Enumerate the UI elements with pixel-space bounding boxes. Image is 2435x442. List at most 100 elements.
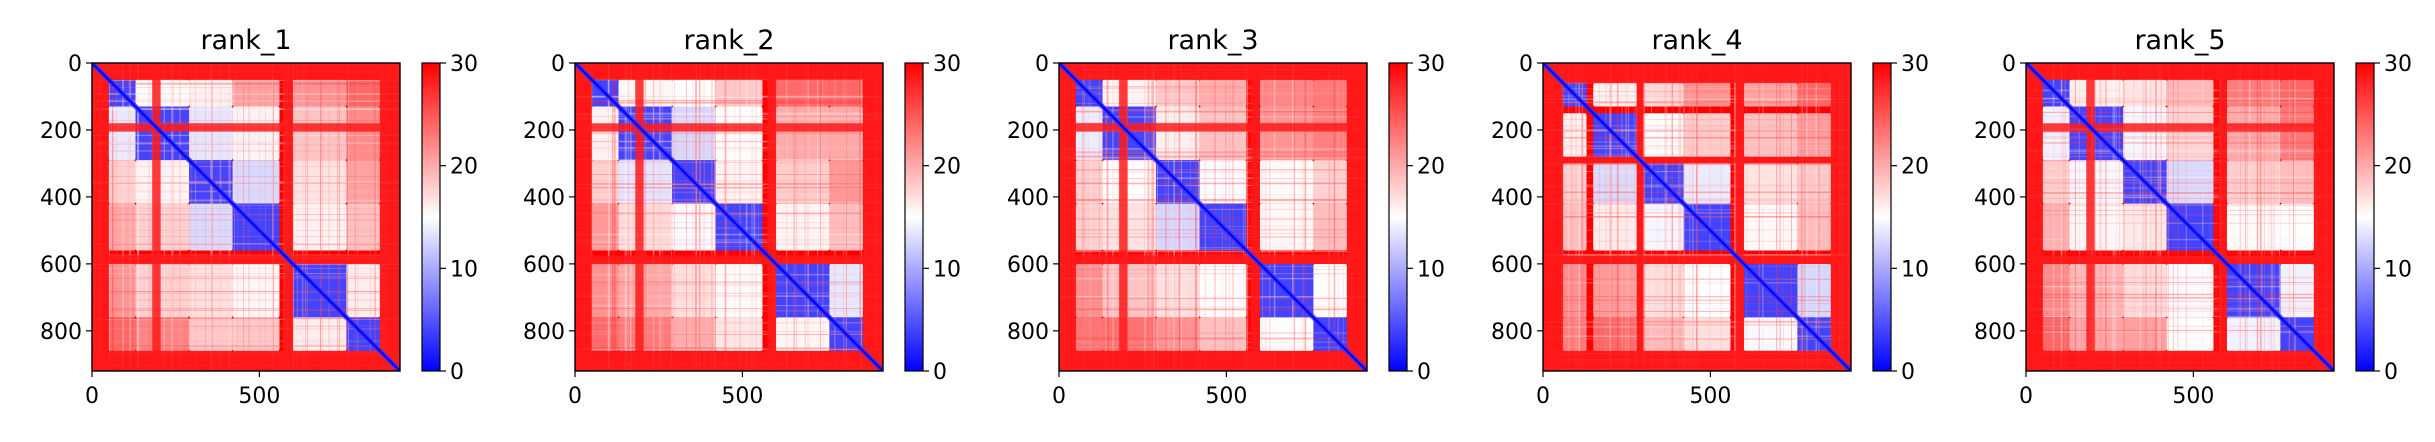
heatmap-high-row-band [1059,63,1367,80]
y-tick-label: 200 [40,119,82,144]
heatmap-high-row-band [92,123,400,131]
heatmap-row-stripe [1059,177,1367,179]
heatmap-col-stripe [1269,63,1270,371]
heatmap-col-stripe [2160,63,2161,371]
heatmap-col-stripe [739,63,740,371]
y-tick-label: 400 [1007,186,1049,211]
heatmap-col-stripe [2150,63,2151,371]
heatmap-high-col-band [1119,63,1127,371]
heatmap-row-stripe [575,241,883,242]
heatmap-row-stripe [2026,183,2334,184]
heatmap-block [672,204,716,251]
heatmap-block [1684,264,1731,318]
heatmap-row-stripe [92,162,400,163]
heatmap-col-stripe [1181,63,1182,371]
heatmap-col-stripe [823,63,824,371]
heatmap-col-stripe [608,63,609,371]
colorbar-tick-label: 0 [1901,360,1915,385]
colorbar-tick-label: 30 [2384,52,2412,77]
heatmap-block [1200,160,1247,204]
heatmap-col-stripe [2079,63,2080,371]
colorbar [905,63,923,371]
heatmap-col-stripe [1622,63,1623,371]
heatmap-high-col-band [1059,63,1076,371]
heatmap-col-stripe [1262,63,1263,371]
heatmap-row-stripe [575,118,883,119]
heatmap-row-stripe [1059,194,1367,195]
heatmap-col-stripe [2079,63,2080,371]
heatmap-row-stripe [575,234,883,236]
heatmap-high-row-band [1543,256,1851,264]
heatmap-col-stripe [2216,63,2217,371]
heatmap-block [1200,317,1247,350]
heatmap-col-stripe [1225,63,1226,371]
heatmap-col-stripe [1243,63,1244,371]
heatmap-row-stripe [575,96,883,97]
heatmap-row-stripe [2026,277,2334,279]
heatmap-row-stripe [575,150,883,151]
heatmap-image [2026,63,2334,371]
heatmap-high-col-band [1347,63,1367,371]
heatmap-row-stripe [2026,156,2334,157]
heatmap-row-stripe [2026,309,2334,310]
heatmap-row-stripe [575,200,883,201]
heatmap-block [1313,80,1346,107]
heatmap-col-stripe [1088,63,1089,371]
heatmap-col-stripe [2279,63,2280,371]
heatmap-row-stripe [1059,233,1367,234]
x-tick-label: 0 [1536,384,1550,409]
heatmap-col-stripe [1634,63,1635,371]
heatmap-high-col-band [1831,63,1851,371]
heatmap-row-stripe [575,187,883,189]
heatmap-col-stripe [1610,63,1611,371]
heatmap-row-stripe [2026,90,2334,92]
heatmap-col-stripe [699,63,701,371]
y-tick-label: 600 [1974,253,2016,278]
heatmap-row-stripe [575,114,883,115]
heatmap-high-col-band [768,63,776,371]
heatmap-high-col-band [575,63,592,371]
heatmap-row-stripe [575,203,883,204]
heatmap-col-stripe [1147,63,1149,371]
y-tick-label: 200 [523,119,565,144]
heatmap-col-stripe [2167,63,2169,371]
y-tick-label: 400 [1491,186,1533,211]
heatmap-col-stripe [2257,63,2258,371]
y-tick-label: 400 [40,186,82,211]
panel-title: rank_2 [683,25,774,56]
panel-title: rank_3 [1167,25,1258,56]
x-tick-label: 500 [2172,384,2214,409]
heatmap-col-stripe [1626,63,1627,371]
heatmap-row-stripe [2026,153,2334,154]
colorbar [422,63,440,371]
heatmap-row-stripe [1059,342,1367,343]
heatmap-high-col-band [2219,63,2227,371]
heatmap-row-stripe [2026,282,2334,283]
heatmap-row-stripe [1059,237,1367,238]
heatmap-row-stripe [1059,148,1367,149]
heatmap-block [1200,80,1247,107]
y-tick-label: 0 [1519,52,1533,77]
heatmap-col-stripe [1294,63,1295,371]
heatmap-row-stripe [2026,301,2334,302]
heatmap-col-stripe [746,63,748,371]
heatmap-high-col-band [2314,63,2334,371]
heatmap-row-stripe [575,311,883,312]
heatmap-row-stripe [575,331,883,332]
heatmap-col-stripe [2100,63,2101,371]
heatmap-col-stripe [2173,63,2174,371]
heatmap-col-stripe [1149,63,1150,371]
heatmap-col-stripe [1196,63,1197,371]
heatmap-col-stripe [794,63,795,371]
heatmap-row-stripe [575,349,883,350]
heatmap-row-stripe [1059,249,1367,250]
heatmap-row-stripe [1059,185,1367,186]
heatmap-col-stripe [2202,63,2203,371]
heatmap-row-stripe [1059,156,1367,158]
heatmap-row-stripe [1059,103,1367,104]
heatmap-high-row-band [1059,123,1367,131]
heatmap-row-stripe [2026,197,2334,198]
heatmap-row-stripe [92,291,400,292]
heatmap-col-stripe [1303,63,1304,371]
